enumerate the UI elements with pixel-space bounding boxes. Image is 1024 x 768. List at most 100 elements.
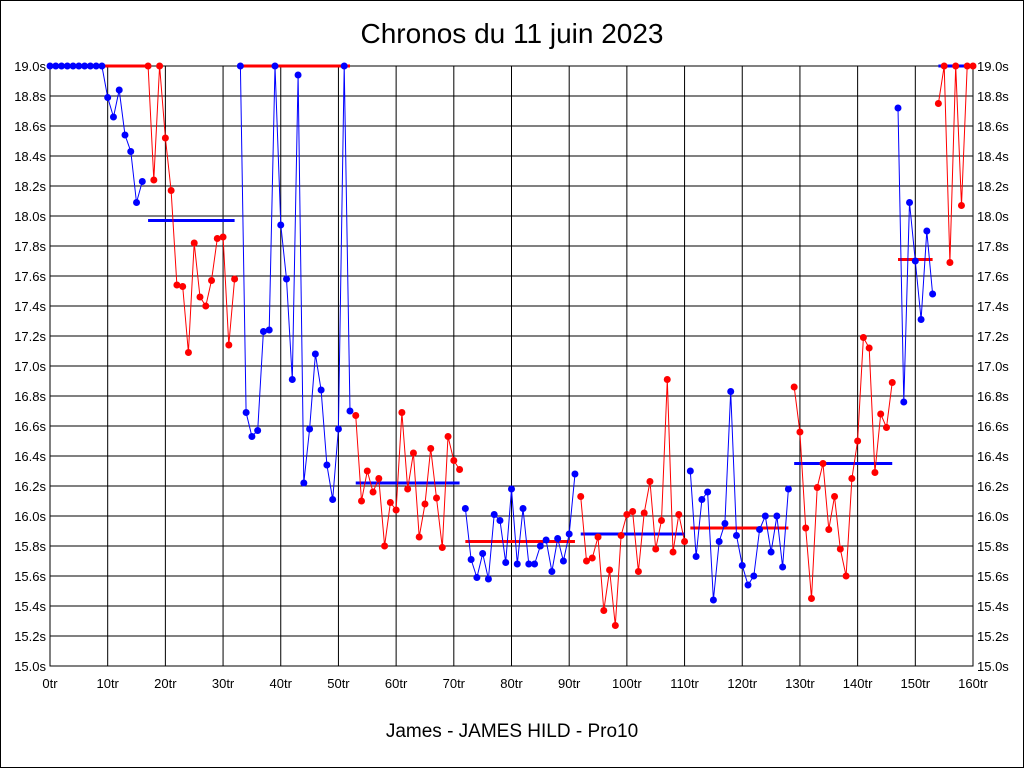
data-point <box>865 344 873 352</box>
y-tick-label-right: 17.8s <box>977 239 1009 254</box>
data-point <box>611 622 619 629</box>
data-point <box>571 470 579 478</box>
data-point <box>104 94 112 101</box>
data-point <box>796 428 804 436</box>
data-point <box>329 496 337 503</box>
data-point <box>340 62 348 70</box>
data-point <box>790 383 798 391</box>
data-point <box>467 556 475 563</box>
data-point <box>271 62 279 70</box>
data-point <box>819 460 827 467</box>
data-point <box>952 62 960 70</box>
y-tick-label-right: 16.0s <box>977 509 1009 524</box>
data-point <box>652 545 660 553</box>
data-point <box>323 461 331 469</box>
y-tick-label-right: 15.6s <box>977 569 1009 584</box>
series-line <box>464 473 576 580</box>
data-point <box>138 178 146 185</box>
data-point <box>173 281 181 289</box>
data-point <box>404 485 412 493</box>
data-point <box>854 437 862 445</box>
data-point <box>63 62 71 70</box>
data-point <box>144 62 152 70</box>
data-point <box>934 100 942 107</box>
data-point <box>409 449 417 457</box>
series-line <box>239 65 351 500</box>
data-point <box>686 467 694 475</box>
data-point <box>375 475 383 482</box>
data-point <box>288 376 296 383</box>
data-point <box>531 560 539 568</box>
data-point <box>438 544 446 551</box>
y-tick-label-left: 17.2s <box>14 329 46 344</box>
data-point <box>179 283 187 290</box>
x-tick-label: 80tr <box>500 676 523 691</box>
x-tick-label: 20tr <box>154 676 177 691</box>
data-point <box>882 424 890 431</box>
data-point <box>115 86 123 94</box>
data-point <box>236 62 244 70</box>
y-tick-label-right: 16.6s <box>977 419 1009 434</box>
data-point <box>490 511 498 518</box>
x-tick-label: 140tr <box>843 676 873 691</box>
data-point <box>715 538 723 545</box>
data-point <box>109 113 117 121</box>
y-tick-label-right: 17.2s <box>977 329 1009 344</box>
data-point <box>398 409 406 416</box>
y-tick-label-right: 15.0s <box>977 659 1009 674</box>
y-tick-label-right: 17.0s <box>977 359 1009 374</box>
data-point <box>836 545 844 553</box>
data-point <box>963 62 971 70</box>
data-point <box>957 202 965 209</box>
data-point <box>369 488 377 496</box>
data-point <box>508 485 515 493</box>
y-tick-label-left: 15.8s <box>14 539 46 554</box>
data-point <box>277 221 285 229</box>
data-point <box>346 407 354 415</box>
x-tick-label: 150tr <box>900 676 930 691</box>
y-tick-label-right: 18.2s <box>977 179 1009 194</box>
y-tick-label-left: 16.0s <box>14 509 46 524</box>
data-point <box>69 62 77 70</box>
data-point <box>704 488 712 496</box>
data-point <box>859 334 867 341</box>
data-point <box>629 508 637 515</box>
x-tick-label: 60tr <box>385 676 408 691</box>
data-point <box>525 560 533 568</box>
data-point <box>513 560 521 568</box>
data-point <box>473 574 481 581</box>
data-point <box>358 497 366 505</box>
x-tick-label: 110tr <box>670 676 699 691</box>
y-tick-label-right: 17.4s <box>977 299 1009 314</box>
data-point <box>156 62 164 70</box>
x-tick-label: 0tr <box>42 676 58 691</box>
y-tick-label-left: 15.2s <box>14 629 46 644</box>
y-tick-label-left: 16.2s <box>14 479 46 494</box>
data-point <box>392 506 400 514</box>
data-point <box>900 398 908 406</box>
data-point <box>242 409 250 416</box>
data-point <box>888 379 896 386</box>
y-tick-label-left: 18.0s <box>14 209 46 224</box>
data-point <box>86 62 94 70</box>
data-point <box>259 328 267 335</box>
data-point <box>461 505 469 512</box>
data-point <box>415 533 423 541</box>
data-point <box>542 536 550 544</box>
y-tick-label-right: 16.8s <box>977 389 1009 404</box>
y-tick-label-left: 18.6s <box>14 119 46 134</box>
data-point <box>657 517 665 524</box>
data-point <box>744 581 752 589</box>
x-tick-label: 50tr <box>327 676 350 691</box>
y-tick-label-left: 17.6s <box>14 269 46 284</box>
data-point <box>606 566 614 574</box>
y-tick-label-left: 15.4s <box>14 599 46 614</box>
data-point <box>623 511 631 518</box>
y-tick-label-right: 17.6s <box>977 269 1009 284</box>
y-tick-label-right: 15.4s <box>977 599 1009 614</box>
x-tick-label: 90tr <box>558 676 581 691</box>
data-point <box>81 62 89 70</box>
series-line <box>793 335 893 599</box>
x-tick-label: 40tr <box>270 676 293 691</box>
data-point <box>946 259 954 266</box>
